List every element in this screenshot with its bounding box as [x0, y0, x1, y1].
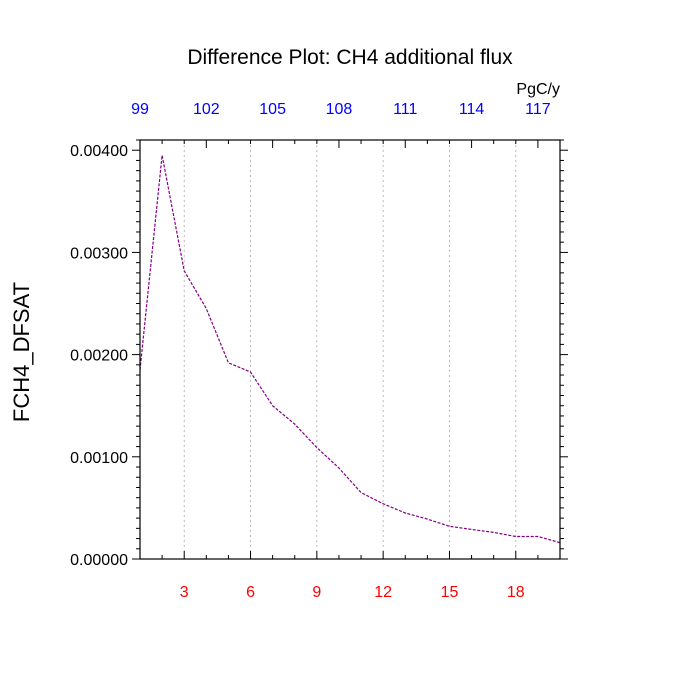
y-tick-label: 0.00100 [70, 450, 128, 467]
top-tick-label: 102 [193, 101, 220, 118]
x-tick-label: 9 [312, 584, 321, 601]
x-tick-label: 3 [180, 584, 189, 601]
top-tick-label: 111 [393, 101, 417, 118]
y-tick-label: 0.00000 [70, 552, 128, 569]
chart-title: Difference Plot: CH4 additional flux [187, 46, 513, 69]
x-tick-label: 15 [441, 584, 459, 601]
top-tick-label: 114 [459, 101, 485, 118]
series-line [139, 155, 561, 544]
plot-frame [139, 139, 561, 560]
x-tick-label: 18 [507, 584, 525, 601]
top-tick-label: 105 [259, 101, 286, 118]
y-tick-label: 0.00200 [70, 348, 128, 365]
top-tick-label: 117 [525, 101, 551, 118]
x-tick-label: 6 [246, 584, 255, 601]
series-layer [139, 155, 561, 544]
axis-ticks: 3 6 9 12 15 18 99 102 105 108 111 114 117 0.00000 0.00… [70, 101, 568, 601]
y-tick-label: 0.00300 [70, 245, 128, 262]
x-tick-label: 12 [374, 584, 392, 601]
top-tick-label: 108 [326, 101, 353, 118]
top-tick-label: 99 [131, 101, 149, 118]
y-tick-label: 0.00400 [70, 143, 128, 160]
top-axis-unit-label: PgC/y [516, 81, 560, 98]
y-axis-label: FCH4_DFSAT [9, 282, 34, 422]
